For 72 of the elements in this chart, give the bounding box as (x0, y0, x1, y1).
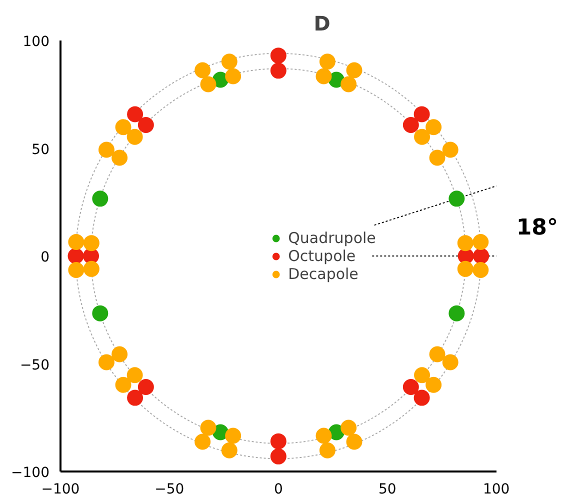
point (126, 367, 143, 384)
point (92, 190, 108, 207)
point (83, 260, 100, 277)
point (68, 262, 84, 278)
point (340, 76, 357, 92)
legend-label: Quadrupole (288, 228, 376, 246)
point (473, 248, 490, 264)
point (115, 376, 132, 393)
point (346, 434, 362, 450)
point (200, 76, 216, 92)
point (448, 190, 465, 207)
y-tick-label: 100 (22, 34, 50, 50)
point (442, 142, 458, 158)
point (68, 234, 84, 250)
chart-title: D (314, 12, 330, 36)
x-tick-label: 100 (482, 482, 510, 498)
y-tick-label: 0 (40, 250, 50, 266)
point (225, 428, 242, 444)
point (126, 128, 143, 145)
y-tick-label: −100 (11, 465, 50, 481)
x-tick-label: 0 (274, 482, 283, 498)
point (472, 234, 489, 250)
point (414, 128, 430, 145)
point (414, 390, 430, 406)
point (319, 442, 336, 458)
point (340, 420, 357, 436)
y-tick-label: −50 (20, 357, 50, 374)
point (200, 420, 216, 436)
point (127, 106, 144, 122)
point (127, 390, 144, 406)
point (112, 150, 128, 166)
point (319, 54, 336, 70)
point (414, 106, 430, 122)
point (112, 346, 128, 362)
point (138, 116, 154, 133)
point (414, 367, 430, 384)
legend-label: Octupole (288, 246, 356, 264)
point (270, 433, 286, 450)
point (194, 62, 211, 78)
point (457, 235, 474, 252)
point (225, 68, 242, 84)
point (457, 260, 474, 277)
point (442, 354, 458, 370)
text: 18° (516, 216, 558, 240)
point (270, 62, 286, 79)
point (68, 248, 84, 264)
point (98, 142, 114, 158)
point (402, 116, 419, 133)
point (98, 354, 114, 370)
point (138, 379, 154, 396)
point (194, 434, 211, 450)
y-tick-label: 50 (32, 142, 50, 158)
point (429, 346, 446, 362)
x-tick-label: −50 (154, 482, 184, 498)
point (448, 305, 465, 322)
point (92, 305, 108, 322)
point (346, 62, 362, 78)
point (426, 119, 442, 136)
point (83, 235, 100, 252)
point (270, 48, 286, 64)
point (402, 379, 419, 396)
point (221, 442, 238, 458)
point (115, 119, 132, 136)
point (221, 54, 238, 70)
point (472, 262, 489, 278)
x-tick-label: 50 (378, 482, 396, 498)
point (426, 376, 442, 393)
point (316, 428, 332, 444)
point (429, 150, 446, 166)
legend-label: Decapole (288, 264, 358, 282)
point (316, 68, 332, 84)
point (270, 448, 286, 464)
